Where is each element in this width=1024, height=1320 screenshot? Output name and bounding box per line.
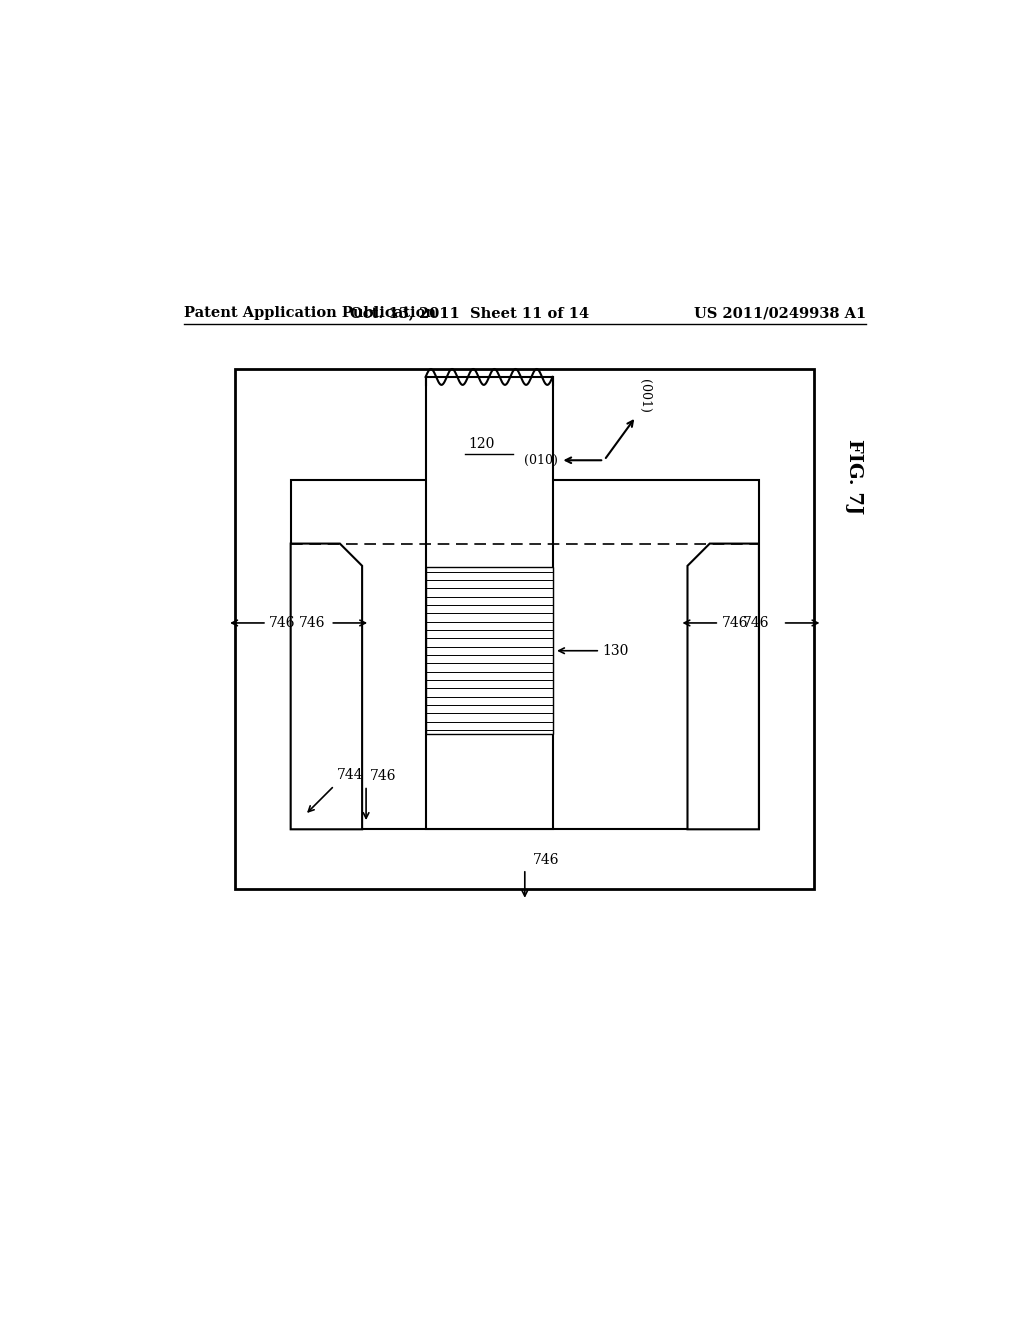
Text: Oct. 13, 2011  Sheet 11 of 14: Oct. 13, 2011 Sheet 11 of 14 [349,306,589,321]
Text: (010): (010) [524,454,558,467]
Text: 746: 746 [299,616,326,630]
Polygon shape [687,544,759,829]
Text: US 2011/0249938 A1: US 2011/0249938 A1 [694,306,866,321]
Bar [426,568,553,734]
Text: 744: 744 [337,768,364,781]
Text: 746: 746 [532,853,559,867]
Text: (001): (001) [638,379,651,413]
Text: 120: 120 [468,437,495,451]
Bar [426,378,553,829]
Text: 130: 130 [602,644,629,657]
Text: 746: 746 [722,616,749,630]
Text: 746: 746 [269,616,296,630]
Text: 746: 746 [370,770,396,783]
Bar [291,480,759,829]
Text: FIG. 7J: FIG. 7J [845,438,863,513]
Text: Patent Application Publication: Patent Application Publication [183,306,435,321]
Text: 746: 746 [743,616,770,630]
Polygon shape [291,544,362,829]
Bar [236,370,814,888]
